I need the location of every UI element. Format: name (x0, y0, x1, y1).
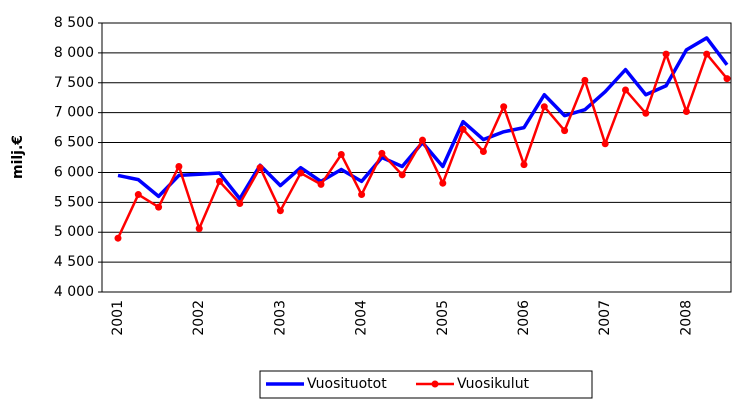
point (276, 207, 284, 215)
x-tick-label: 2007 (597, 300, 613, 336)
point (236, 200, 244, 208)
point (419, 136, 426, 144)
x-tick-label: 2003 (272, 300, 288, 336)
y-tick-label: 6 500 (54, 135, 94, 151)
point (601, 140, 609, 148)
y-tick-label: 4 500 (54, 254, 94, 270)
x-tick-label: 2004 (354, 300, 370, 336)
point (581, 76, 589, 84)
legend-label: Vuosikulut (457, 376, 530, 392)
series-line (117, 36, 729, 201)
point (540, 103, 548, 111)
point (500, 103, 508, 111)
point (398, 171, 406, 179)
point (216, 177, 223, 185)
point (459, 125, 467, 133)
point (622, 86, 629, 94)
point (358, 191, 366, 199)
point (662, 50, 670, 58)
point (134, 191, 142, 199)
y-tick-label: 4 000 (54, 284, 94, 300)
x-tick-label: 2005 (435, 300, 451, 336)
point (155, 203, 163, 211)
point (337, 151, 345, 159)
point (520, 161, 528, 169)
point (297, 169, 305, 177)
x-tick-label: 2001 (110, 300, 126, 336)
y-tick-label: 5 000 (54, 224, 94, 240)
point (479, 148, 487, 156)
x-tick-label: 2002 (191, 300, 207, 336)
point (682, 107, 690, 115)
y-axis-title: milj.€ (10, 135, 26, 179)
point (439, 179, 447, 187)
point (378, 149, 386, 157)
point (642, 109, 650, 117)
point (256, 164, 264, 172)
y-tick-label: 6 000 (54, 164, 94, 180)
y-tick-label: 5 500 (54, 194, 94, 210)
y-tick-label: 7 500 (54, 75, 94, 91)
y-tick-label: 7 000 (54, 105, 94, 121)
point (114, 234, 122, 242)
point (175, 162, 183, 170)
legend-label: Vuosituotot (307, 376, 387, 392)
point (723, 75, 731, 83)
point (703, 50, 711, 58)
plot-area (101, 22, 732, 293)
y-tick-label: 8 500 (54, 15, 94, 31)
legend-marker (431, 380, 439, 388)
point (561, 127, 569, 135)
y-tick-label: 8 000 (54, 45, 94, 61)
x-tick-label: 2006 (516, 300, 532, 336)
point (317, 180, 325, 188)
point (195, 225, 203, 233)
x-tick-label: 2008 (678, 300, 694, 336)
